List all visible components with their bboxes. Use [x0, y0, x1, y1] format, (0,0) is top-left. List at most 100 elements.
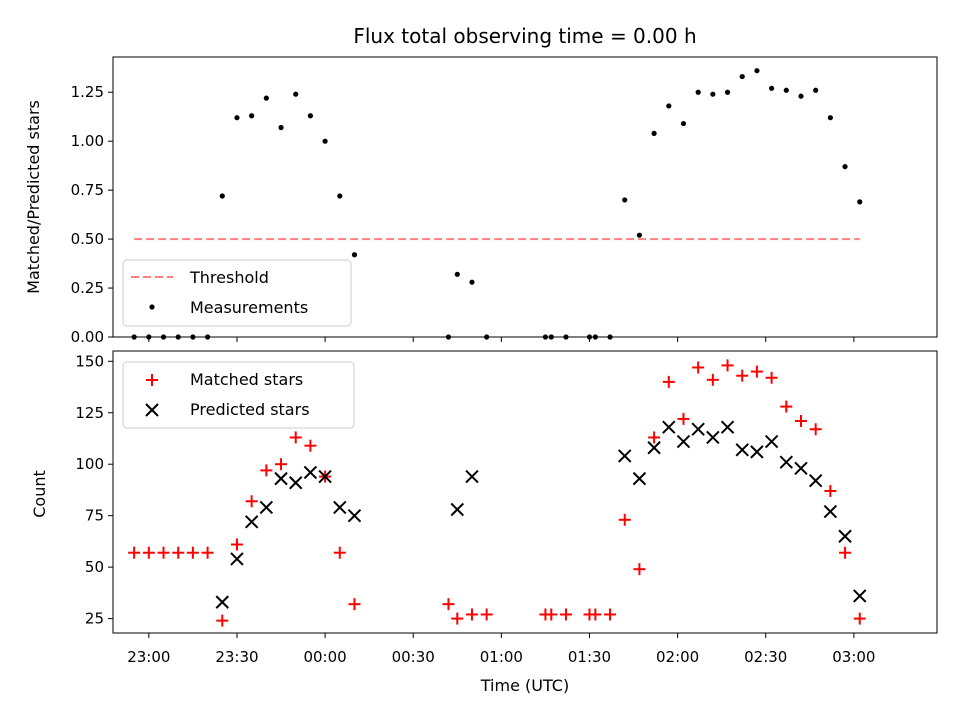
- matched-stars-point: [736, 369, 749, 382]
- measurement-point: [469, 279, 475, 285]
- matched-stars-point: [245, 495, 258, 508]
- matched-stars-point: [853, 612, 866, 625]
- predicted-stars-point: [779, 455, 794, 469]
- bottom-x-tick-label: 00:30: [392, 648, 435, 666]
- measurement-point: [813, 87, 819, 93]
- predicted-stars-point: [450, 502, 464, 517]
- top-y-tick-label: 1.00: [71, 132, 104, 150]
- measurement-point: [249, 113, 255, 119]
- legend-measurements-label: Measurements: [190, 298, 308, 317]
- legend-threshold-label: Threshold: [189, 268, 269, 287]
- matched-stars-point: [260, 464, 273, 477]
- predicted-stars-point: [720, 420, 735, 434]
- measurement-point: [695, 89, 701, 95]
- measurement-point: [842, 164, 848, 170]
- matched-stars-point: [765, 371, 778, 384]
- predicted-stars-point: [244, 515, 259, 529]
- matched-stars-point: [289, 431, 302, 444]
- matched-stars-point: [333, 546, 346, 559]
- predicted-stars-point: [618, 449, 632, 463]
- matched-stars-point: [348, 598, 361, 611]
- top-axes-frame: [112, 56, 938, 338]
- measurement-point: [857, 199, 863, 205]
- predicted-stars-point: [303, 465, 318, 480]
- bottom-y-tick-label: 150: [75, 352, 104, 370]
- matched-stars-point: [304, 439, 317, 452]
- measurement-point: [739, 73, 745, 80]
- measurement-point: [680, 120, 687, 127]
- top-y-tick-label: 0.25: [71, 279, 104, 297]
- bottom-plot: 25 50 75 100 125 150 23:00 23:30 00:00 00:30 01:00…: [75, 350, 938, 666]
- predicted-stars-point: [676, 434, 691, 449]
- top-y-tick-label: 0.75: [71, 181, 104, 199]
- bottom-x-tick-label: 01:00: [480, 648, 523, 666]
- matched-stars-point: [186, 546, 199, 559]
- measurement-point: [234, 115, 240, 121]
- matched-stars-point: [451, 612, 464, 625]
- measurement-point: [454, 271, 460, 277]
- matched-stars-point: [677, 412, 690, 425]
- matched-stars-point: [128, 546, 141, 559]
- predicted-stars-point: [259, 500, 274, 515]
- bottom-x-tick-label: 02:30: [744, 648, 787, 666]
- matched-stars-point: [604, 608, 617, 621]
- bottom-y-tick-label: 100: [75, 455, 104, 473]
- matched-stars-point: [216, 614, 229, 627]
- measurement-point: [754, 68, 760, 74]
- matched-stars-point: [545, 608, 558, 621]
- matched-stars-point: [442, 598, 455, 611]
- matched-stars-point: [648, 431, 661, 444]
- measurement-point: [351, 252, 358, 258]
- predicted-stars-point: [735, 443, 749, 457]
- measurement-point: [710, 91, 716, 97]
- measurement-point: [827, 115, 833, 121]
- measurement-point: [622, 197, 628, 203]
- top-y-tick-label: 0.50: [71, 230, 104, 248]
- predicted-stars-point: [750, 445, 764, 459]
- measurement-point: [219, 193, 225, 199]
- legend-measurements-marker: [149, 304, 155, 310]
- measurement-point: [278, 124, 284, 131]
- measurement-point: [724, 89, 731, 95]
- bottom-x-axis-label: Time (UTC): [480, 676, 569, 695]
- bottom-x-tick-label: 00:00: [303, 648, 346, 666]
- matched-stars-point: [809, 423, 822, 436]
- matched-stars-point: [201, 546, 214, 559]
- legend-predicted-cross: [145, 403, 159, 417]
- bottom-y-tick-label: 75: [85, 507, 104, 525]
- matched-stars-point: [692, 361, 705, 374]
- matched-stars-point: [157, 546, 170, 559]
- matched-stars-point: [824, 484, 837, 497]
- measurement-point: [263, 95, 269, 101]
- predicted-stars-point: [632, 471, 647, 486]
- bottom-x-tick-label: 01:30: [568, 648, 611, 666]
- measurement-point: [769, 85, 775, 91]
- measurement-point: [666, 103, 672, 109]
- bottom-y-tick-label: 50: [85, 558, 104, 576]
- predicted-stars-point: [823, 504, 838, 519]
- matched-stars-point: [721, 359, 734, 372]
- bottom-y-tick-label: 25: [85, 610, 104, 628]
- bottom-y-axis-label: Count: [30, 470, 49, 518]
- matched-stars-point: [662, 375, 675, 388]
- predicted-stars-point: [706, 430, 720, 445]
- predicted-stars-point: [333, 500, 347, 515]
- matched-stars-point: [275, 458, 288, 471]
- legend-predicted-label: Predicted stars: [190, 400, 310, 419]
- measurement-point: [293, 91, 299, 97]
- top-legend-box: [122, 259, 352, 327]
- matched-stars-point: [480, 608, 493, 621]
- measurement-point: [783, 87, 789, 93]
- measurement-point: [651, 130, 657, 136]
- predicted-stars-point: [691, 422, 705, 436]
- matched-stars-point: [618, 513, 631, 526]
- predicted-stars-point: [794, 461, 808, 476]
- matched-stars-point: [172, 546, 185, 559]
- predicted-stars-point: [647, 441, 661, 455]
- predicted-stars-point: [274, 471, 288, 486]
- bottom-x-tick-label: 23:00: [127, 648, 170, 666]
- measurement-point: [636, 232, 643, 238]
- top-y-tick-label: 1.25: [71, 83, 104, 101]
- matched-stars-point: [839, 546, 852, 559]
